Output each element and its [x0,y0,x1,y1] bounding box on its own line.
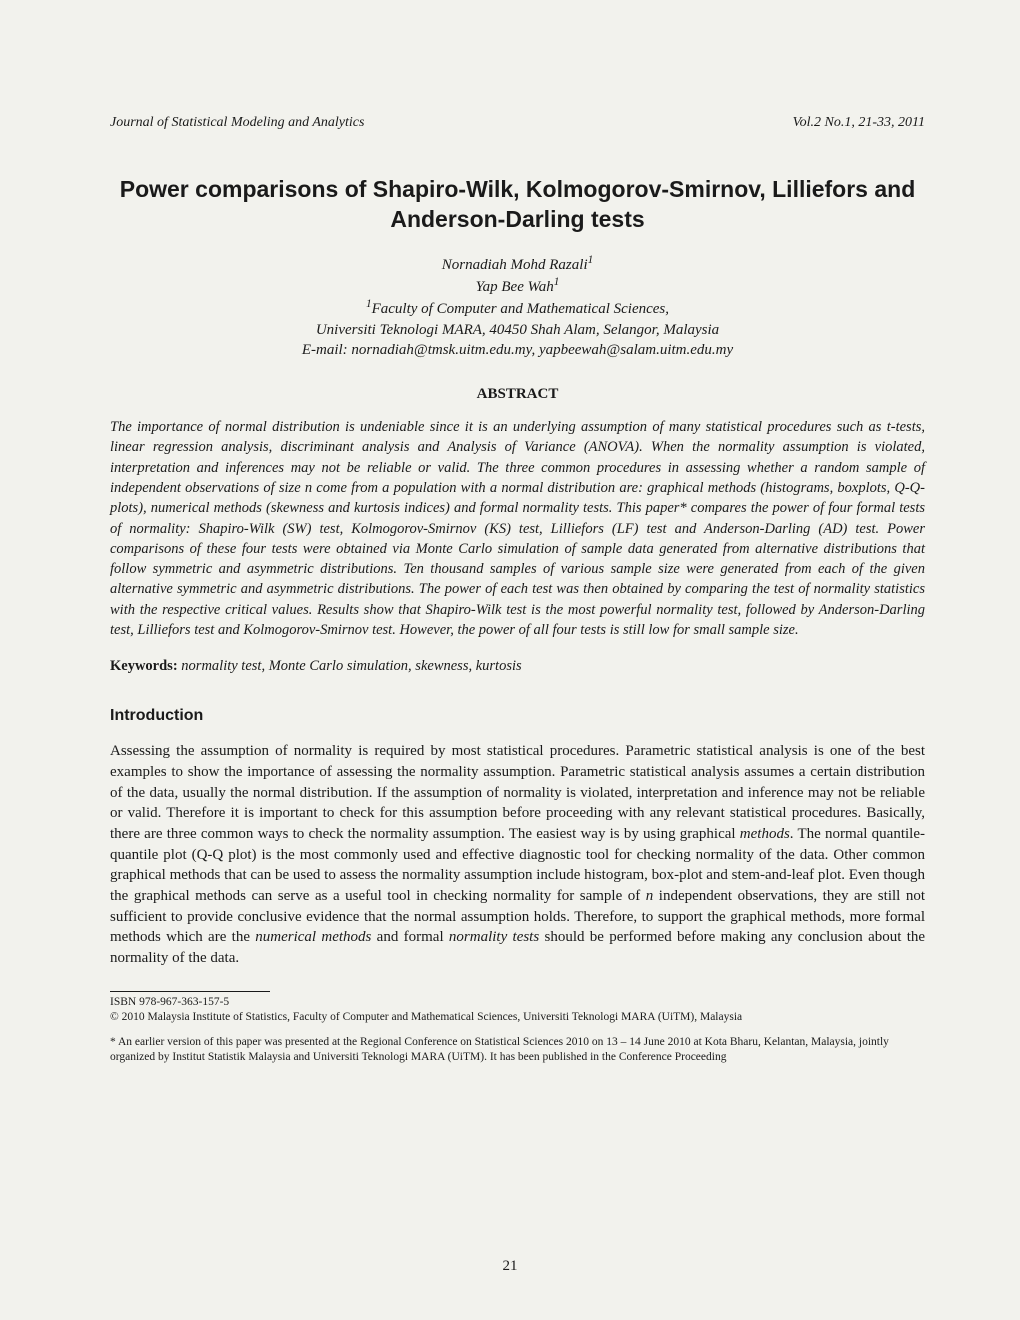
footnote-isbn-block: ISBN 978-967-363-157-5 © 2010 Malaysia I… [110,995,925,1025]
volume-info: Vol.2 No.1, 21-33, 2011 [793,115,925,131]
author-email: E-mail: nornadiah@tmsk.uitm.edu.my, yapb… [302,342,733,358]
keywords-label: Keywords: [110,658,178,674]
intro-text-d: and formal [371,929,449,945]
affiliation: Faculty of Computer and Mathematical Sci… [372,301,669,317]
footnote-note: * An earlier version of this paper was p… [110,1035,925,1065]
keywords-text: normality test, Monte Carlo simulation, … [178,658,522,674]
author-block: Nornadiah Mohd Razali1 Yap Bee Wah1 1Fac… [110,253,925,360]
intro-em-normality: normality tests [449,929,539,945]
page-header: Journal of Statistical Modeling and Anal… [110,115,925,131]
abstract-heading: ABSTRACT [110,386,925,403]
intro-em-numerical: numerical methods [255,929,371,945]
footnote-isbn: ISBN 978-967-363-157-5 [110,996,229,1008]
intro-em-methods: methods [740,826,790,842]
introduction-heading: Introduction [110,707,925,725]
footnote-copyright: © 2010 Malaysia Institute of Statistics,… [110,1011,742,1023]
abstract-text: The importance of normal distribution is… [110,417,925,640]
footnote-rule [110,991,270,992]
university: Universiti Teknologi MARA, 40450 Shah Al… [316,322,719,338]
paper-title: Power comparisons of Shapiro-Wilk, Kolmo… [110,175,925,235]
page-number: 21 [0,1258,1020,1275]
author-2: Yap Bee Wah [476,279,554,295]
keywords-line: Keywords: normality test, Monte Carlo si… [110,658,925,675]
author-1: Nornadiah Mohd Razali [442,257,588,273]
introduction-paragraph: Assessing the assumption of normality is… [110,741,925,969]
author-2-sup: 1 [554,276,560,288]
author-1-sup: 1 [588,254,594,266]
journal-name: Journal of Statistical Modeling and Anal… [110,115,364,131]
